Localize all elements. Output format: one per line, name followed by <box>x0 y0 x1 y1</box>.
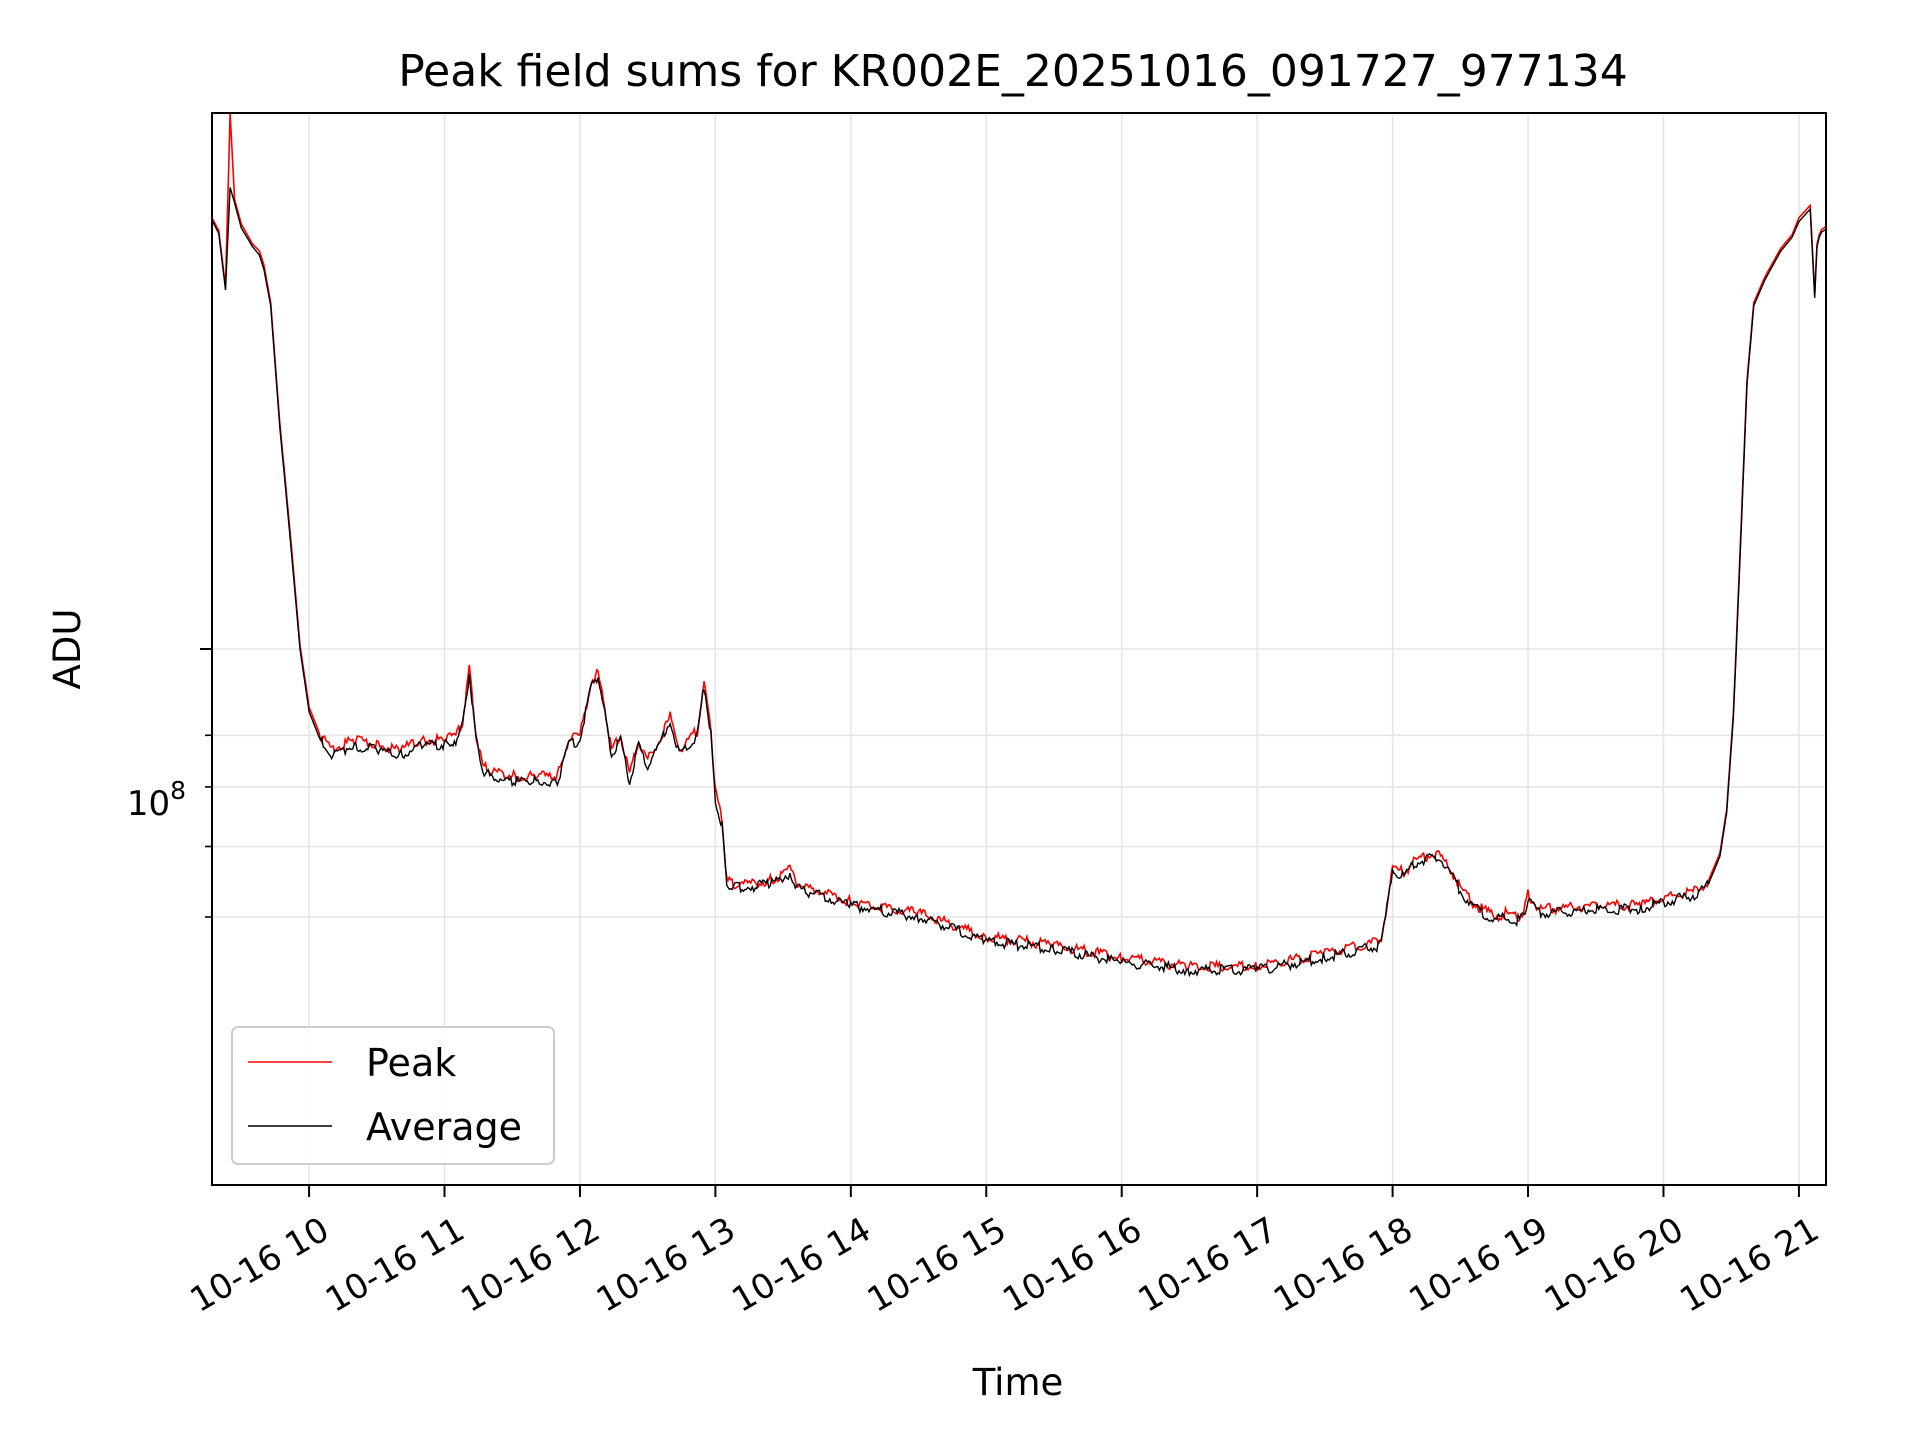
y-major-tick-label: 108 <box>127 776 186 824</box>
chart-title: Peak field sums for KR002E_20251016_0917… <box>398 46 1628 97</box>
y-tick-exponent: 8 <box>170 776 186 805</box>
plot-frame <box>211 112 1827 1186</box>
legend-average-label: Average <box>366 1105 522 1149</box>
svg-text:108: 108 <box>127 776 186 824</box>
y-axis-label: ADU <box>46 609 89 690</box>
series-line-average <box>212 187 1826 978</box>
legend: Peak Average <box>231 1026 555 1165</box>
legend-peak-label: Peak <box>366 1041 456 1085</box>
y-tick-base: 10 <box>127 784 170 824</box>
x-axis-label: Time <box>972 1361 1064 1404</box>
